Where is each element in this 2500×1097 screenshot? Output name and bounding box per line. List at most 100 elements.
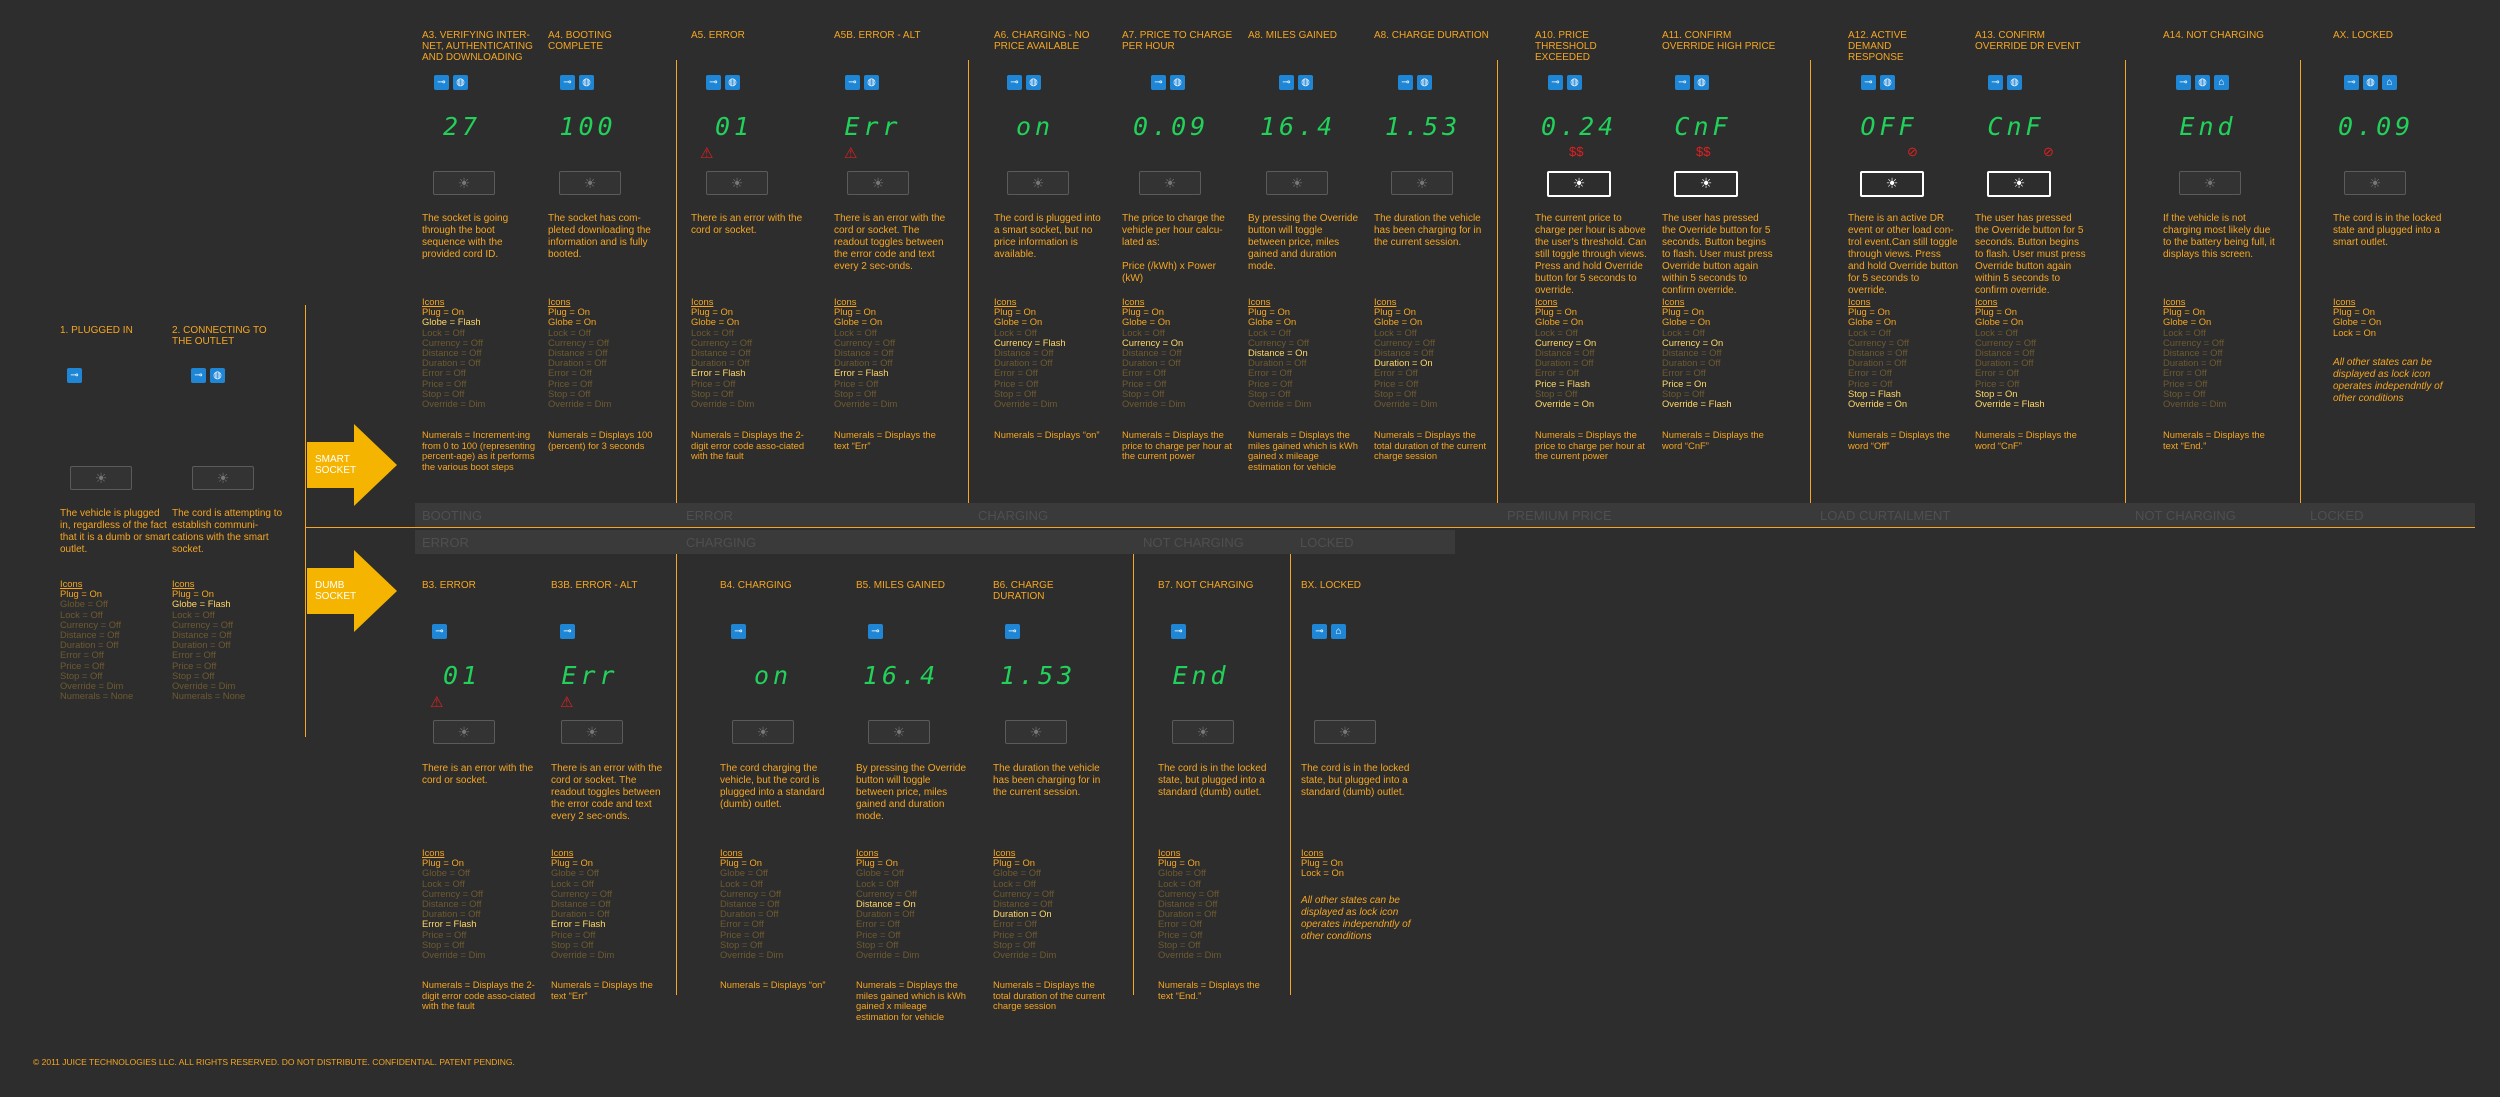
override-button[interactable]: ☀ <box>847 171 909 195</box>
numerals-rule: Numerals = Displays the text “Err” <box>551 979 653 1001</box>
icon-row: ⊸ <box>868 624 883 639</box>
icon-row: ⊸ ◍ <box>434 75 468 90</box>
override-button[interactable]: ☀ <box>433 171 495 195</box>
globe-icon: ◍ <box>2363 75 2378 90</box>
numeric-display: CnF <box>1987 112 2045 141</box>
lock-note: All other states can be displayed as loc… <box>2333 357 2443 404</box>
override-button[interactable]: ☀ <box>1860 171 1924 197</box>
override-button[interactable]: ☀ <box>1391 171 1453 195</box>
plug-icon: ⊸ <box>432 624 447 639</box>
override-button[interactable]: ☀ <box>1005 720 1067 744</box>
state-description: The duration the vehicle has been chargi… <box>993 763 1101 798</box>
price-formula: Price (/kWh) x Power (kW) <box>1122 261 1216 284</box>
icon-states: Icons Plug = On Globe = Off Lock = Off C… <box>422 847 486 961</box>
state-description: By pressing the Override button will tog… <box>856 763 967 822</box>
state-description: The socket has com-pleted downloading th… <box>548 213 651 260</box>
numeric-display: 27 <box>442 112 482 141</box>
override-button[interactable]: ☀ <box>1007 171 1069 195</box>
divider <box>1497 60 1498 525</box>
icon-row: ⊸ ◍ ⌂ <box>2344 75 2397 90</box>
icon-row: ⊸ ◍ <box>1675 75 1709 90</box>
globe-icon: ◍ <box>2195 75 2210 90</box>
band-label-not-charging: NOT CHARGING <box>2135 508 2236 523</box>
icon-states: Icons Plug = On Globe = On Lock = Off Cu… <box>1248 296 1312 410</box>
plug-icon: ⊸ <box>1988 75 2003 90</box>
divider <box>676 530 677 995</box>
override-button[interactable]: ☀ <box>433 720 495 744</box>
override-button[interactable]: ☀ <box>1314 720 1376 744</box>
override-button[interactable]: ☀ <box>868 720 930 744</box>
plug-icon: ⊸ <box>67 368 82 383</box>
override-button[interactable]: ☀ <box>192 466 254 490</box>
dumb-socket-label: DUMB SOCKET <box>315 580 357 602</box>
icon-row: ⊸ <box>1171 624 1186 639</box>
icon-row: ⊸ ◍ <box>1861 75 1895 90</box>
numeric-display: 16.4 <box>863 661 940 690</box>
plug-icon: ⊸ <box>2344 75 2359 90</box>
plug-icon: ⊸ <box>706 75 721 90</box>
stop-icon: ⊘ <box>1907 144 1918 159</box>
plug-icon: ⊸ <box>1151 75 1166 90</box>
band-label-premium-price: PREMIUM PRICE <box>1507 508 1612 523</box>
override-button[interactable]: ☀ <box>2179 171 2241 195</box>
stop-icon: ⊘ <box>2043 144 2054 159</box>
state-description: If the vehicle is not charging most like… <box>2163 213 2275 260</box>
row-divider <box>305 527 2475 528</box>
numerals-rule: Numerals = Displays the text “Err” <box>834 429 936 451</box>
icon-states: Icons Plug = On Globe = On Lock = Off Cu… <box>2163 296 2227 410</box>
icon-row: ⊸ <box>67 368 82 383</box>
numeric-display: 01 <box>442 661 482 690</box>
override-button[interactable]: ☀ <box>70 466 132 490</box>
band-label-charging: CHARGING <box>978 508 1049 523</box>
divider <box>1290 530 1291 995</box>
plug-icon: ⊸ <box>434 75 449 90</box>
override-button[interactable]: ☀ <box>732 720 794 744</box>
state-description: There is an error with the cord or socke… <box>551 763 663 822</box>
numeric-display: 1.53 <box>1385 112 1462 141</box>
state-description: The user has pressed the Override button… <box>1975 213 2086 296</box>
numerals-rule: Numerals = Displays the text “End.” <box>2163 429 2265 451</box>
globe-icon: ◍ <box>1880 75 1895 90</box>
globe-icon: ◍ <box>2007 75 2022 90</box>
override-button[interactable]: ☀ <box>1547 171 1611 197</box>
icon-row: ⊸ <box>1005 624 1020 639</box>
icon-states: Icons Plug = On Globe = On Lock = Off Cu… <box>994 296 1066 410</box>
icon-row: ⊸ ◍ <box>1151 75 1185 90</box>
override-button[interactable]: ☀ <box>559 171 621 195</box>
numerals-rule: Numerals = Displays the miles gained whi… <box>856 979 966 1022</box>
override-button[interactable]: ☀ <box>1266 171 1328 195</box>
state-description: The vehicle is plugged in, regardless of… <box>60 508 171 555</box>
plug-icon: ⊸ <box>1398 75 1413 90</box>
globe-icon: ◍ <box>725 75 740 90</box>
icon-states: Icons Plug = On Globe = Off Lock = Off C… <box>551 847 615 961</box>
override-button[interactable]: ☀ <box>706 171 768 195</box>
override-button[interactable]: ☀ <box>561 720 623 744</box>
override-button[interactable]: ☀ <box>2344 171 2406 195</box>
icon-states: Icons Plug = On Globe = On Lock = On <box>2333 296 2382 338</box>
icon-states: Icons Plug = On Globe = Flash Lock = Off… <box>172 578 246 702</box>
copyright-footer: © 2011 JUICE TECHNOLOGIES LLC. ALL RIGHT… <box>33 1057 515 1067</box>
state-description: The cord is plugged into a smart socket,… <box>994 213 1101 260</box>
icon-row: ⊸ ◍ <box>191 368 225 383</box>
icon-row: ⊸ ◍ <box>1279 75 1313 90</box>
price-icon: $$ <box>1696 144 1711 159</box>
icon-states: Icons Plug = On Globe = Off Lock = Off C… <box>1158 847 1222 961</box>
override-button[interactable]: ☀ <box>1674 171 1738 197</box>
divider <box>2300 60 2301 525</box>
plug-icon: ⊸ <box>1007 75 1022 90</box>
icon-row: ⊸ ◍ <box>1988 75 2022 90</box>
state-title: A11. CONFIRM OVERRIDE HIGH PRICE <box>1662 30 1776 52</box>
smart-socket-arrow <box>307 424 397 506</box>
numeric-display: 01 <box>714 112 754 141</box>
plug-icon: ⊸ <box>845 75 860 90</box>
band-label-not-charging: NOT CHARGING <box>1143 535 1244 550</box>
plug-icon: ⊸ <box>1675 75 1690 90</box>
error-icon: ⚠ <box>700 145 714 162</box>
override-button[interactable]: ☀ <box>1139 171 1201 195</box>
icon-states: Icons Plug = On Globe = On Lock = Off Cu… <box>1662 296 1732 410</box>
override-button[interactable]: ☀ <box>1987 171 2051 197</box>
state-title: A5B. ERROR - ALT <box>834 30 921 41</box>
override-button[interactable]: ☀ <box>1172 720 1234 744</box>
numerals-rule: Numerals = Displays the price to charge … <box>1535 429 1645 461</box>
icon-states: Icons Plug = On Globe = On Lock = Off Cu… <box>691 296 755 410</box>
